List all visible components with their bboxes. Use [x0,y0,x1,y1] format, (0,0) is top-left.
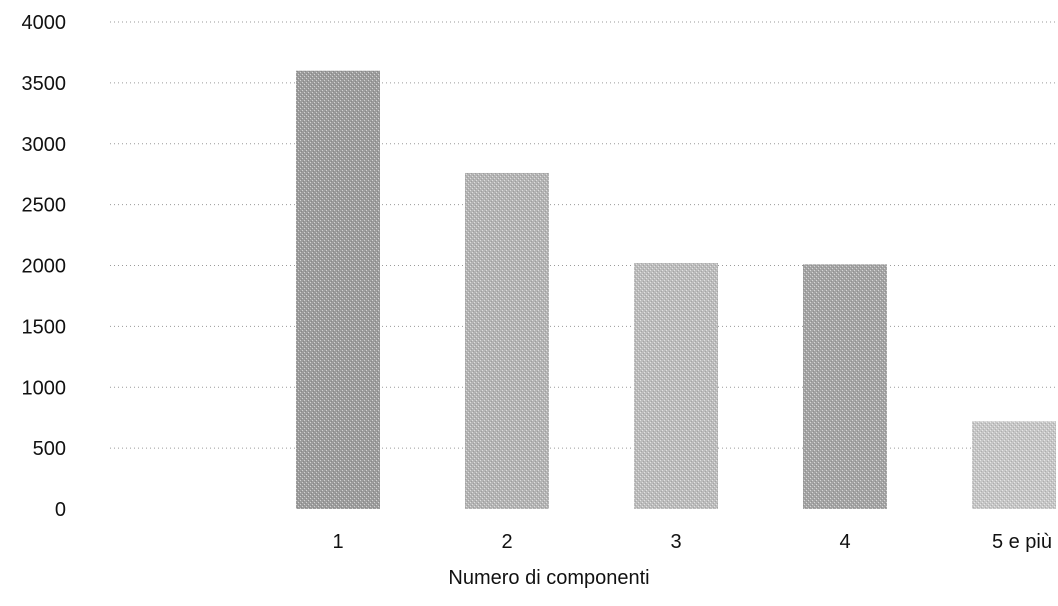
x-tick-label: 4 [839,531,850,553]
x-axis-title: Numero di componenti [448,567,649,589]
bar-texture [803,264,887,509]
x-tick-label: 3 [670,531,681,553]
y-tick-label: 3000 [22,134,67,156]
bar-texture [296,70,380,509]
bar-1 [296,70,380,509]
bar-texture [465,172,549,509]
y-tick-label: 500 [33,438,66,460]
x-tick-label: 5 e più [992,531,1052,553]
bar-5 [972,421,1056,509]
y-tick-label: 1000 [22,377,67,399]
bar-texture [634,263,718,509]
bar-3 [634,263,718,509]
y-axis-tick-labels: 0 500 1000 1500 2000 2500 3000 3500 4000 [22,12,67,521]
x-axis-tick-labels: 1 2 3 4 5 e più [332,531,1052,553]
bar-texture [972,421,1056,509]
gridlines [110,21,1058,449]
y-tick-label: 2500 [22,195,67,217]
x-tick-label: 2 [501,531,512,553]
y-tick-label: 1500 [22,316,67,338]
bar-2 [465,172,549,509]
x-tick-label: 1 [332,531,343,553]
bar-4 [803,264,887,509]
y-tick-label: 0 [55,499,66,521]
y-tick-label: 4000 [22,12,67,34]
bars [296,70,1056,509]
y-tick-label: 2000 [22,256,67,278]
y-tick-label: 3500 [22,73,67,95]
